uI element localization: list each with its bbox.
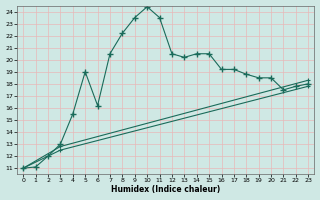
X-axis label: Humidex (Indice chaleur): Humidex (Indice chaleur) [111, 185, 220, 194]
